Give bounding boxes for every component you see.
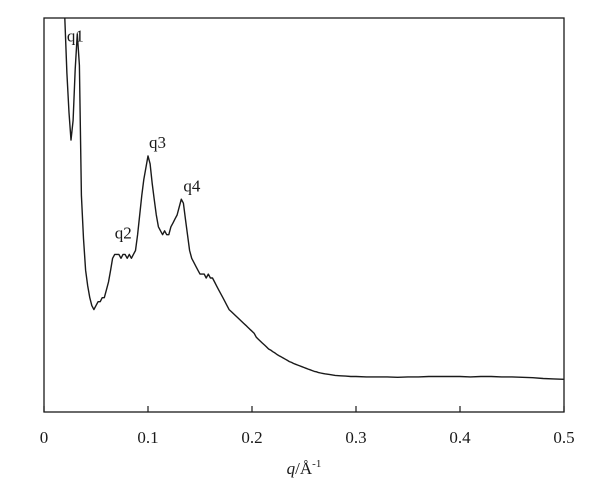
x-axis-ticks	[43, 406, 565, 412]
plot-frame	[43, 17, 565, 413]
x-axis-tick-labels: 0 0.1 0.2 0.3 0.4 0.5	[40, 428, 575, 447]
peak-label-q3: q3	[149, 133, 166, 152]
x-axis-exponent: -1	[312, 458, 321, 470]
scattering-curve	[64, 18, 564, 380]
x-axis-label: q/Å-1	[287, 458, 322, 478]
x-tick-label-3: 0.3	[345, 428, 366, 447]
peak-label-q1: q1	[67, 27, 84, 46]
x-tick-label-2: 0.2	[241, 428, 262, 447]
x-axis-variable: q	[287, 459, 296, 478]
x-tick-label-1: 0.1	[137, 428, 158, 447]
x-tick-label-4: 0.4	[449, 428, 471, 447]
x-tick-label-5: 0.5	[553, 428, 574, 447]
x-axis-unit: /Å	[295, 459, 313, 478]
x-tick-label-0: 0	[40, 428, 49, 447]
peak-label-q4: q4	[183, 176, 201, 195]
peak-labels: q1 q2 q3 q4	[67, 27, 201, 243]
peak-label-q2: q2	[115, 224, 132, 243]
